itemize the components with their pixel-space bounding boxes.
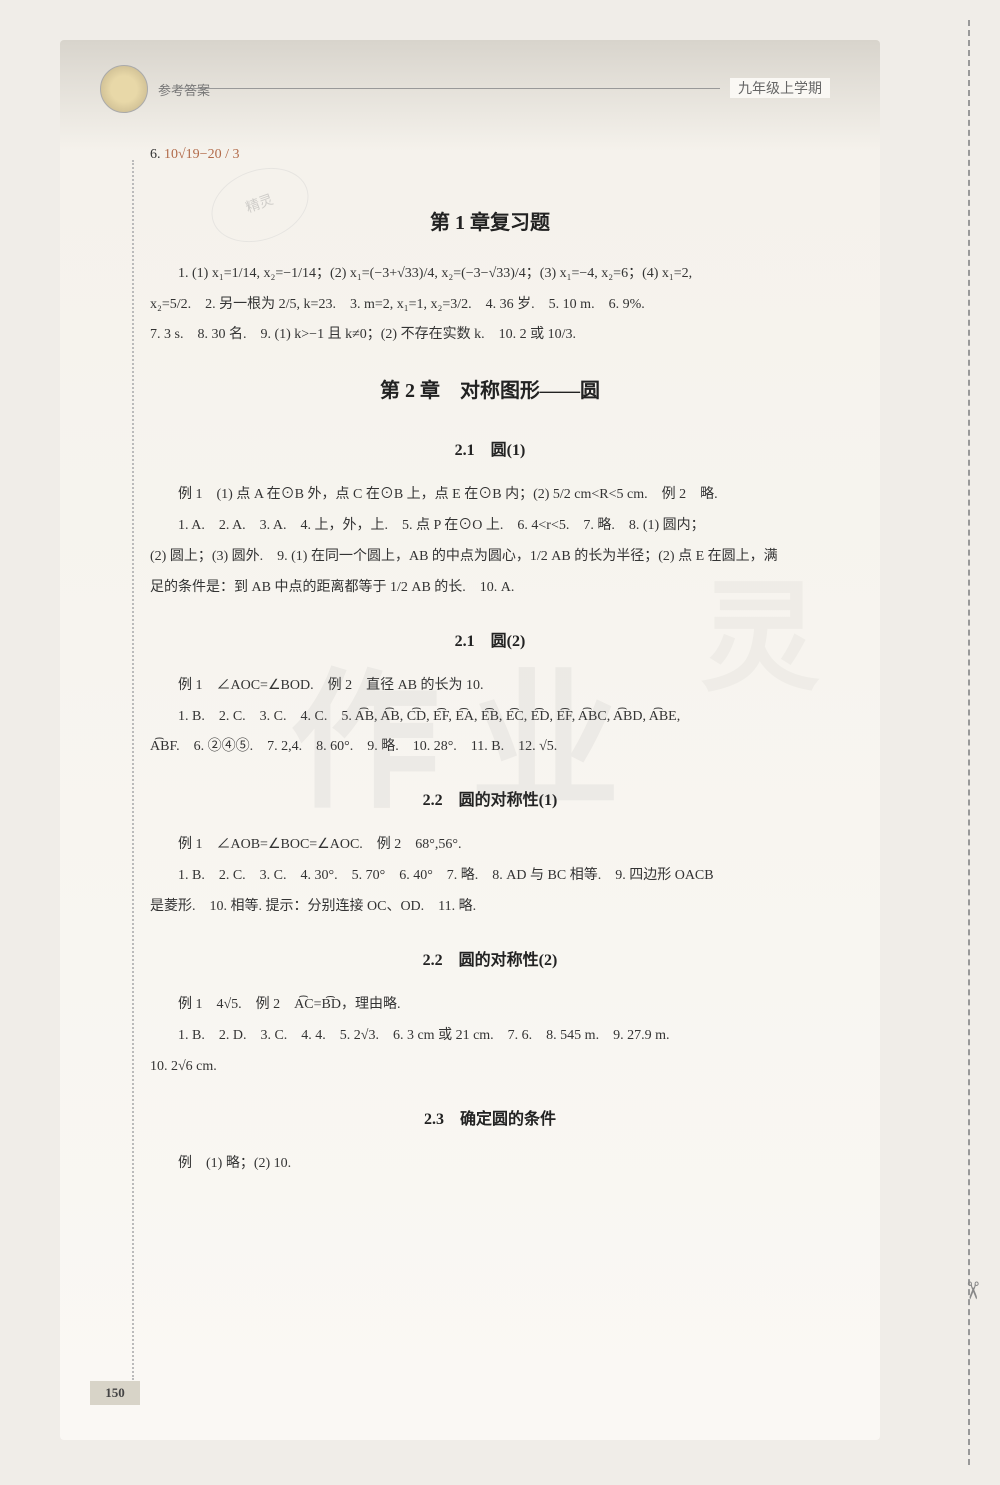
scissors-icon: ✂ — [957, 1280, 986, 1300]
s2-2-1-ex: 例 1 ∠AOB=∠BOC=∠AOC. 例 2 68°,56°. — [150, 830, 830, 861]
page-header: 参考答案 九年级上学期 — [60, 40, 880, 120]
s2-2-1-line1: 1. B. 2. C. 3. C. 4. 30°. 5. 70° 6. 40° … — [150, 861, 830, 892]
s2-1-2-line1: 1. B. 2. C. 3. C. 4. C. 5. A͡B, A͡B, C͡D… — [150, 702, 830, 733]
s2-1-1-ex: 例 1 (1) 点 A 在⊙B 外，点 C 在⊙B 上，点 E 在⊙B 内；(2… — [150, 480, 830, 511]
left-dotted-border — [132, 160, 134, 1380]
page-number: 150 — [90, 1381, 140, 1405]
s2-1-2-ex: 例 1 ∠AOC=∠BOD. 例 2 直径 AB 的长为 10. — [150, 671, 830, 702]
header-right-label: 九年级上学期 — [730, 78, 830, 98]
s2-1-1-line3: 足的条件是：到 AB 中点的距离都等于 1/2 AB 的长. 10. A. — [150, 573, 830, 604]
q6-answer: 6. 10√19−20 / 3 — [150, 140, 830, 171]
header-left: 参考答案 — [100, 65, 210, 113]
s2-2-2-line1: 1. B. 2. D. 3. C. 4. 4. 5. 2√3. 6. 3 cm … — [150, 1021, 830, 1052]
s2-2-1-line2: 是菱形. 10. 相等. 提示：分别连接 OC、OD. 11. 略. — [150, 892, 830, 923]
ch1-line3: 7. 3 s. 8. 30 名. 9. (1) k>−1 且 k≠0；(2) 不… — [150, 320, 830, 351]
header-left-label: 参考答案 — [158, 80, 210, 99]
page-content: 6. 10√19−20 / 3 精灵 第 1 章复习题 1. (1) x₁=1/… — [60, 120, 880, 1180]
s2-1-1-line1: 1. A. 2. A. 3. A. 4. 上，外，上. 5. 点 P 在⊙O 上… — [150, 511, 830, 542]
q6-number: 6. — [150, 147, 161, 162]
chapter2-title: 第 2 章 对称图形——圆 — [150, 369, 830, 413]
s2-2-1-title: 2.2 圆的对称性(1) — [150, 783, 830, 818]
s2-1-1-line2: (2) 圆上；(3) 圆外. 9. (1) 在同一个圆上，AB 的中点为圆心，1… — [150, 542, 830, 573]
compass-icon — [100, 65, 148, 113]
s2-1-2-line2: A͡BF. 6. ②④⑤. 7. 2,4. 8. 60°. 9. 略. 10. … — [150, 732, 830, 763]
s2-2-2-title: 2.2 圆的对称性(2) — [150, 943, 830, 978]
s2-2-2-line2: 10. 2√6 cm. — [150, 1052, 830, 1083]
s2-3-ex: 例 (1) 略；(2) 10. — [150, 1149, 830, 1180]
stamp-text: 精灵 — [242, 186, 279, 225]
page-container: 参考答案 九年级上学期 作业 灵 6. 10√19−20 / 3 精灵 第 1 … — [60, 40, 880, 1440]
perforation-line — [968, 20, 970, 1465]
s2-2-2-ex: 例 1 4√5. 例 2 A͡C=B͡D，理由略. — [150, 990, 830, 1021]
header-rule — [180, 88, 720, 89]
s2-1-2-title: 2.1 圆(2) — [150, 624, 830, 659]
q6-expression: 10√19−20 / 3 — [164, 147, 239, 162]
s2-1-1-title: 2.1 圆(1) — [150, 433, 830, 468]
ch1-line2: x₂=5/2. 2. 另一根为 2/5, k=23. 3. m=2, x₁=1,… — [150, 290, 830, 321]
s2-3-title: 2.3 确定圆的条件 — [150, 1102, 830, 1137]
ch1-line1: 1. (1) x₁=1/14, x₂=−1/14；(2) x₁=(−3+√33)… — [150, 259, 830, 290]
